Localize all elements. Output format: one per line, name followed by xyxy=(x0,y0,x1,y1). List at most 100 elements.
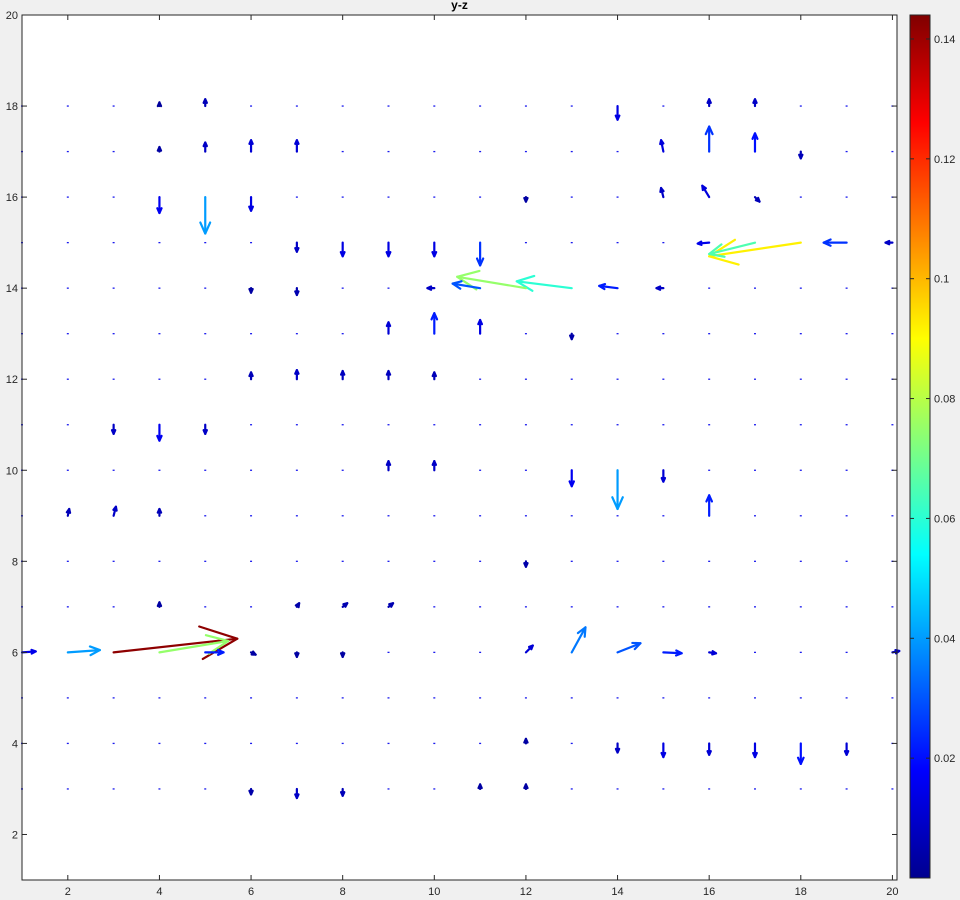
quiver-arrow xyxy=(523,196,529,203)
arrow-head xyxy=(385,460,392,466)
quiver-arrow xyxy=(708,650,718,656)
quiver-arrow xyxy=(752,742,758,759)
quiver-arrow xyxy=(249,650,257,656)
y-tick-label: 16 xyxy=(6,192,18,204)
arrow-head xyxy=(339,369,346,376)
arrow-head xyxy=(156,434,163,442)
arrow-head xyxy=(216,648,225,656)
quiver-arrow xyxy=(598,283,619,291)
arrow-head xyxy=(385,251,392,258)
y-tick-label: 4 xyxy=(12,738,18,750)
quiver-arrow xyxy=(202,423,208,435)
quiver-arrow xyxy=(294,139,300,153)
quiver-arrow xyxy=(659,186,665,199)
quiver-arrow xyxy=(110,423,117,435)
arrow-head xyxy=(614,114,621,121)
arrow-head xyxy=(659,139,665,146)
quiver-arrow xyxy=(884,239,894,246)
colorbar-tick-label: 0.06 xyxy=(934,513,955,525)
quiver-arrow xyxy=(426,285,436,291)
arrow-head xyxy=(568,480,575,488)
quiver-arrow xyxy=(385,241,392,258)
quiver-arrow xyxy=(248,787,254,796)
arrow-head xyxy=(339,652,346,659)
quiver-arrow xyxy=(248,139,254,153)
y-tick-label: 10 xyxy=(6,465,18,477)
arrow-head xyxy=(527,644,534,651)
arrow-head xyxy=(294,652,300,659)
quiver-arrow xyxy=(796,742,805,766)
arrow-shaft xyxy=(451,282,482,290)
arrow-shaft xyxy=(515,280,573,290)
y-axis: 2 4 6 8 10 12 14 16 18 20 xyxy=(6,10,897,841)
arrow-head xyxy=(659,186,665,194)
quiver-arrow xyxy=(659,139,665,153)
arrow-head xyxy=(884,239,891,246)
arrow-head xyxy=(598,283,607,291)
arrow-head xyxy=(569,334,575,341)
x-axis: 2 4 6 8 10 12 14 16 18 20 xyxy=(65,15,899,898)
y-tick-label: 20 xyxy=(6,10,18,22)
quiver-arrow xyxy=(158,634,230,655)
quiver-arrow xyxy=(708,238,802,266)
arrow-head xyxy=(752,751,758,759)
arrow-head xyxy=(30,648,37,655)
quiver-arrow xyxy=(294,787,300,800)
colorbar-ticks: 0.02 0.04 0.06 0.08 0.1 0.12 0.14 xyxy=(910,34,955,765)
quiver-arrow xyxy=(156,101,163,108)
quiver-arrow xyxy=(385,369,392,381)
x-tick-label: 4 xyxy=(156,886,162,898)
quiver-arrow xyxy=(660,469,667,483)
quiver-arrow xyxy=(65,507,72,517)
arrow-head xyxy=(204,634,230,655)
quiver-arrow xyxy=(339,651,346,659)
arrow-head xyxy=(611,496,624,511)
quiver-arrow xyxy=(752,98,758,108)
arrow-head xyxy=(701,184,708,192)
quiver-arrow xyxy=(475,241,485,267)
quiver-arrow xyxy=(822,238,848,247)
quiver-arrow xyxy=(294,369,300,381)
quiver-arrow xyxy=(456,269,528,291)
arrow-head xyxy=(339,791,346,797)
colorbar-tick-label: 0.12 xyxy=(934,154,955,166)
colorbar xyxy=(909,14,931,879)
quiver-arrow xyxy=(843,742,850,756)
x-tick-label: 8 xyxy=(340,886,346,898)
arrow-shaft xyxy=(112,637,239,654)
arrow-head xyxy=(706,750,712,756)
arrow-head xyxy=(156,145,163,152)
arrow-head xyxy=(660,751,667,759)
quiver-arrow xyxy=(523,783,529,791)
chart-title: y-z xyxy=(451,0,468,12)
quiver-arrow xyxy=(523,560,529,568)
quiver-arrow xyxy=(704,125,714,153)
quiver-arrow xyxy=(660,742,667,759)
quiver-arrow xyxy=(708,241,757,258)
quiver-arrow xyxy=(477,783,483,791)
arrow-head xyxy=(248,139,254,145)
quiver-arrow xyxy=(156,601,163,608)
arrow-shaft xyxy=(662,651,683,655)
arrow-head xyxy=(431,460,438,466)
quiver-arrow xyxy=(248,287,254,294)
arrow-head xyxy=(65,507,72,514)
quiver-arrow xyxy=(248,371,254,381)
arrow-head xyxy=(248,371,254,378)
colorbar-tick-label: 0.14 xyxy=(934,34,955,46)
quiver-arrow xyxy=(524,644,534,654)
arrow-head xyxy=(655,285,662,291)
quiver-arrow xyxy=(341,602,349,608)
quiver-arrow xyxy=(385,460,392,472)
arrow-head xyxy=(342,602,349,608)
arrow-head xyxy=(202,141,208,148)
y-tick-label: 12 xyxy=(6,374,18,386)
arrow-head xyxy=(156,101,163,108)
arrow-head xyxy=(752,98,758,104)
arrow-shaft xyxy=(66,648,101,654)
quiver-arrow xyxy=(751,132,759,153)
arrow-head xyxy=(614,747,621,754)
arrow-head xyxy=(199,221,212,235)
quiver-arrow xyxy=(569,332,575,341)
